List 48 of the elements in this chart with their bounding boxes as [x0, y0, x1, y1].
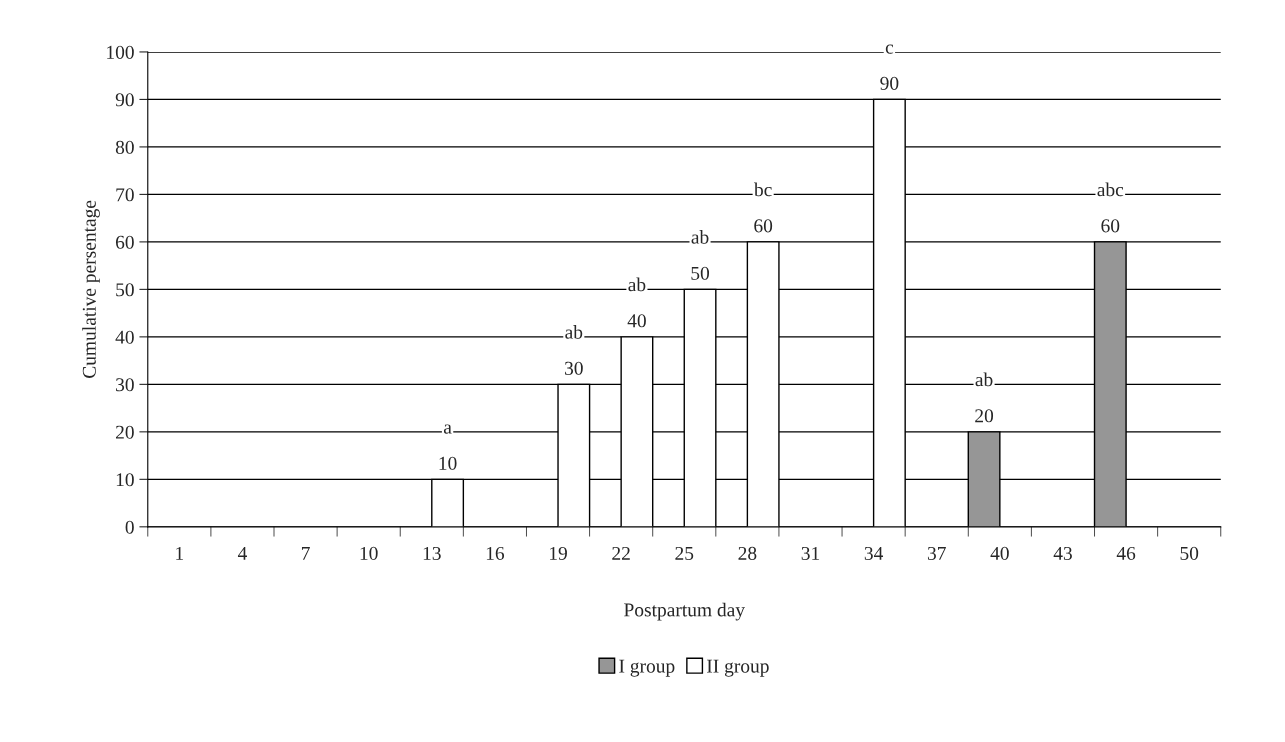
- y-tick-label: 90: [115, 93, 134, 107]
- y-tick-label: 70: [116, 188, 134, 202]
- y-tick-label: 50: [116, 283, 134, 297]
- data-label: 60: [1101, 219, 1120, 233]
- x-tick-label: 25: [675, 546, 694, 560]
- x-tick-label: 7: [301, 547, 310, 560]
- legend-label: II group: [707, 659, 769, 677]
- data-label: 20: [975, 409, 994, 423]
- data-label: 10: [439, 456, 457, 470]
- x-tick-label: 1: [176, 546, 184, 560]
- x-tick-label: 31: [801, 546, 820, 560]
- x-tick-label: 34: [864, 546, 884, 560]
- x-tick-label: 10: [360, 546, 378, 560]
- x-tick-label: 43: [1053, 546, 1072, 560]
- data-label: 60: [754, 219, 773, 233]
- y-tick-label: 100: [107, 45, 134, 59]
- y-tick-label: 10: [116, 473, 134, 487]
- data-label: 90: [880, 76, 899, 90]
- annotation: abc: [1097, 182, 1124, 197]
- x-tick-label: 16: [486, 546, 505, 560]
- annotation: ab: [691, 230, 709, 244]
- x-tick-label: 40: [990, 546, 1009, 560]
- data-label: 50: [691, 266, 710, 280]
- x-tick-label: 50: [1180, 546, 1199, 560]
- annotation: ab: [975, 372, 993, 387]
- x-tick-label: 28: [738, 546, 757, 560]
- x-tick-label: 37: [927, 546, 946, 560]
- y-tick-label: 80: [115, 140, 134, 154]
- annotation: ab: [628, 277, 646, 292]
- y-tick-label: 40: [115, 330, 134, 344]
- y-tick-label: 0: [125, 520, 134, 534]
- x-tick-label: 22: [612, 546, 630, 560]
- x-tick-label: 4: [237, 546, 248, 560]
- data-label: 40: [627, 314, 646, 328]
- y-tick-label: 20: [115, 425, 134, 439]
- x-axis-title: Postpartum day: [624, 602, 745, 621]
- y-tick-label: 30: [116, 378, 134, 392]
- x-tick-label: 13: [423, 546, 441, 560]
- data-label: 30: [565, 361, 583, 375]
- annotation: c: [885, 44, 894, 54]
- legend-label: I group: [619, 659, 675, 677]
- annotation: a: [443, 424, 452, 434]
- annotation: ab: [565, 325, 583, 339]
- y-axis-title: Cumulative persentage: [82, 200, 100, 378]
- x-tick-label: 19: [550, 546, 567, 560]
- x-tick-label: 46: [1116, 546, 1136, 560]
- annotation: bc: [753, 182, 772, 197]
- y-tick-label: 60: [115, 235, 134, 249]
